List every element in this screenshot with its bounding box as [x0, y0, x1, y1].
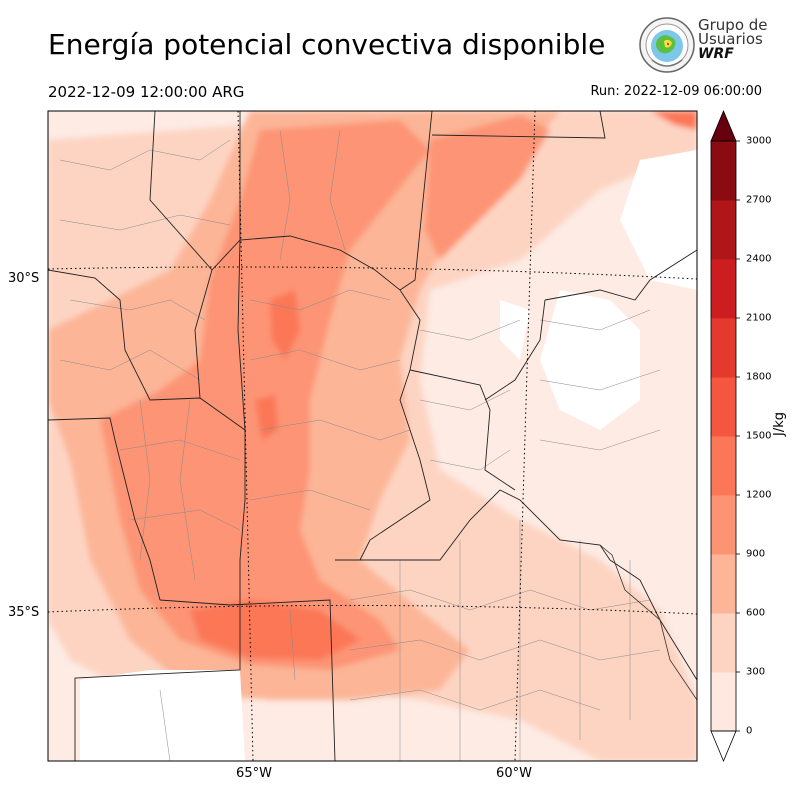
cape-zero-areas — [80, 150, 697, 761]
colorbar-segment — [711, 672, 736, 732]
wrf-users-group-logo: Grupo de Usuarios WRF — [638, 16, 768, 74]
colorbar-segment — [711, 377, 736, 437]
parallel-35s — [48, 604, 697, 615]
colorbar-tick-label: 2700 — [746, 194, 772, 206]
meridian-65w — [237, 111, 254, 761]
colorbar-tick-label: 2100 — [746, 312, 772, 324]
cape-contour-1200-b — [270, 290, 300, 360]
colorbar-tick-label: 300 — [746, 666, 766, 678]
colorbar-tick-label: 2400 — [746, 253, 772, 265]
colorbar-tick-label: 1200 — [746, 489, 772, 501]
cape-contour-900 — [100, 120, 430, 670]
colorbar-segment — [711, 495, 736, 555]
map-title: Energía potencial convectiva disponible — [48, 28, 606, 61]
cape-field — [48, 111, 697, 761]
logo-text: Grupo de Usuarios WRF — [698, 16, 768, 62]
colorbar-segment — [711, 613, 736, 673]
map-frame — [47, 110, 698, 762]
valid-time: 2022-12-09 12:00:00 ARG — [48, 83, 245, 101]
colorbar-segment — [711, 141, 736, 201]
colorbar-tick-label: 600 — [746, 607, 766, 619]
globe-logo-icon — [639, 17, 695, 73]
graticule — [48, 111, 697, 761]
cape-contour-1200-c — [255, 395, 278, 440]
run-time: Run: 2022-12-09 06:00:00 — [590, 84, 762, 99]
cape-contour-1200-d — [650, 111, 697, 130]
river-plate-coast — [599, 544, 697, 701]
colorbar — [710, 109, 740, 763]
lon-label-60w: 60°W — [496, 766, 532, 781]
colorbar-segment — [711, 554, 736, 614]
meridian-60w — [514, 111, 536, 761]
logo-line-1: Grupo de — [698, 16, 768, 34]
colorbar-tick-label: 1800 — [746, 371, 772, 383]
colorbar-segment — [711, 318, 736, 378]
parallel-30s — [48, 266, 697, 280]
lat-label-30s: 30°S — [8, 271, 40, 286]
cape-contour-900-ne — [425, 115, 550, 260]
province-borders — [48, 111, 697, 761]
logo-line-3: WRF — [698, 46, 734, 62]
logo-line-2: Usuarios — [698, 30, 763, 48]
colorbar-unit-label: J/kg — [772, 412, 787, 436]
colorbar-tick-label: 0 — [746, 725, 753, 737]
colorbar-tick-label: 3000 — [746, 135, 772, 147]
lon-label-65w: 65°W — [236, 766, 272, 781]
colorbar-tick-label: 900 — [746, 548, 766, 560]
colorbar-segment — [711, 259, 736, 319]
cape-contour-1200-a — [190, 600, 360, 660]
colorbar-segment — [711, 436, 736, 496]
colorbar-tick-label: 1500 — [746, 430, 772, 442]
department-borders — [59, 129, 661, 761]
colorbar-under-arrow — [710, 730, 737, 763]
colorbar-over-arrow — [710, 109, 737, 142]
colorbar-segment — [711, 200, 736, 260]
lat-label-35s: 35°S — [8, 605, 40, 620]
